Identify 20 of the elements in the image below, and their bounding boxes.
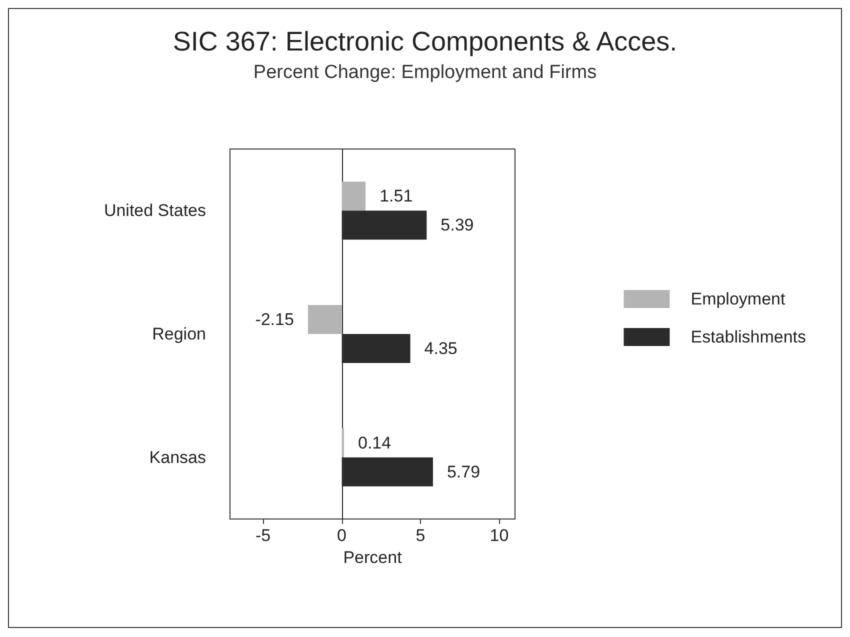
legend-label: Employment: [690, 290, 786, 308]
chart-title: SIC 367: Electronic Components & Acces.: [172, 26, 678, 56]
data-label: 5.79: [446, 462, 480, 482]
y-tick-label: Kansas: [149, 448, 206, 467]
data-label: 4.35: [424, 339, 458, 358]
x-tick-label: -5: [256, 526, 271, 545]
bar: [342, 182, 366, 211]
x-tick-label: 0: [337, 526, 347, 545]
data-label: -2.15: [255, 310, 294, 329]
legend-label: Establishments: [690, 328, 806, 346]
data-label: 0.14: [358, 433, 392, 452]
y-tick-label: United States: [104, 201, 206, 220]
data-label: 1.51: [380, 186, 413, 206]
x-tick-label: 10: [490, 526, 509, 545]
data-label: 5.39: [440, 216, 474, 235]
x-tick-label: 5: [416, 526, 426, 545]
bar: [308, 305, 342, 334]
y-tick-label: Region: [152, 324, 206, 344]
chart-subtitle: Percent Change: Employment and Firms: [253, 62, 597, 83]
x-axis-title: Percent: [343, 548, 402, 567]
